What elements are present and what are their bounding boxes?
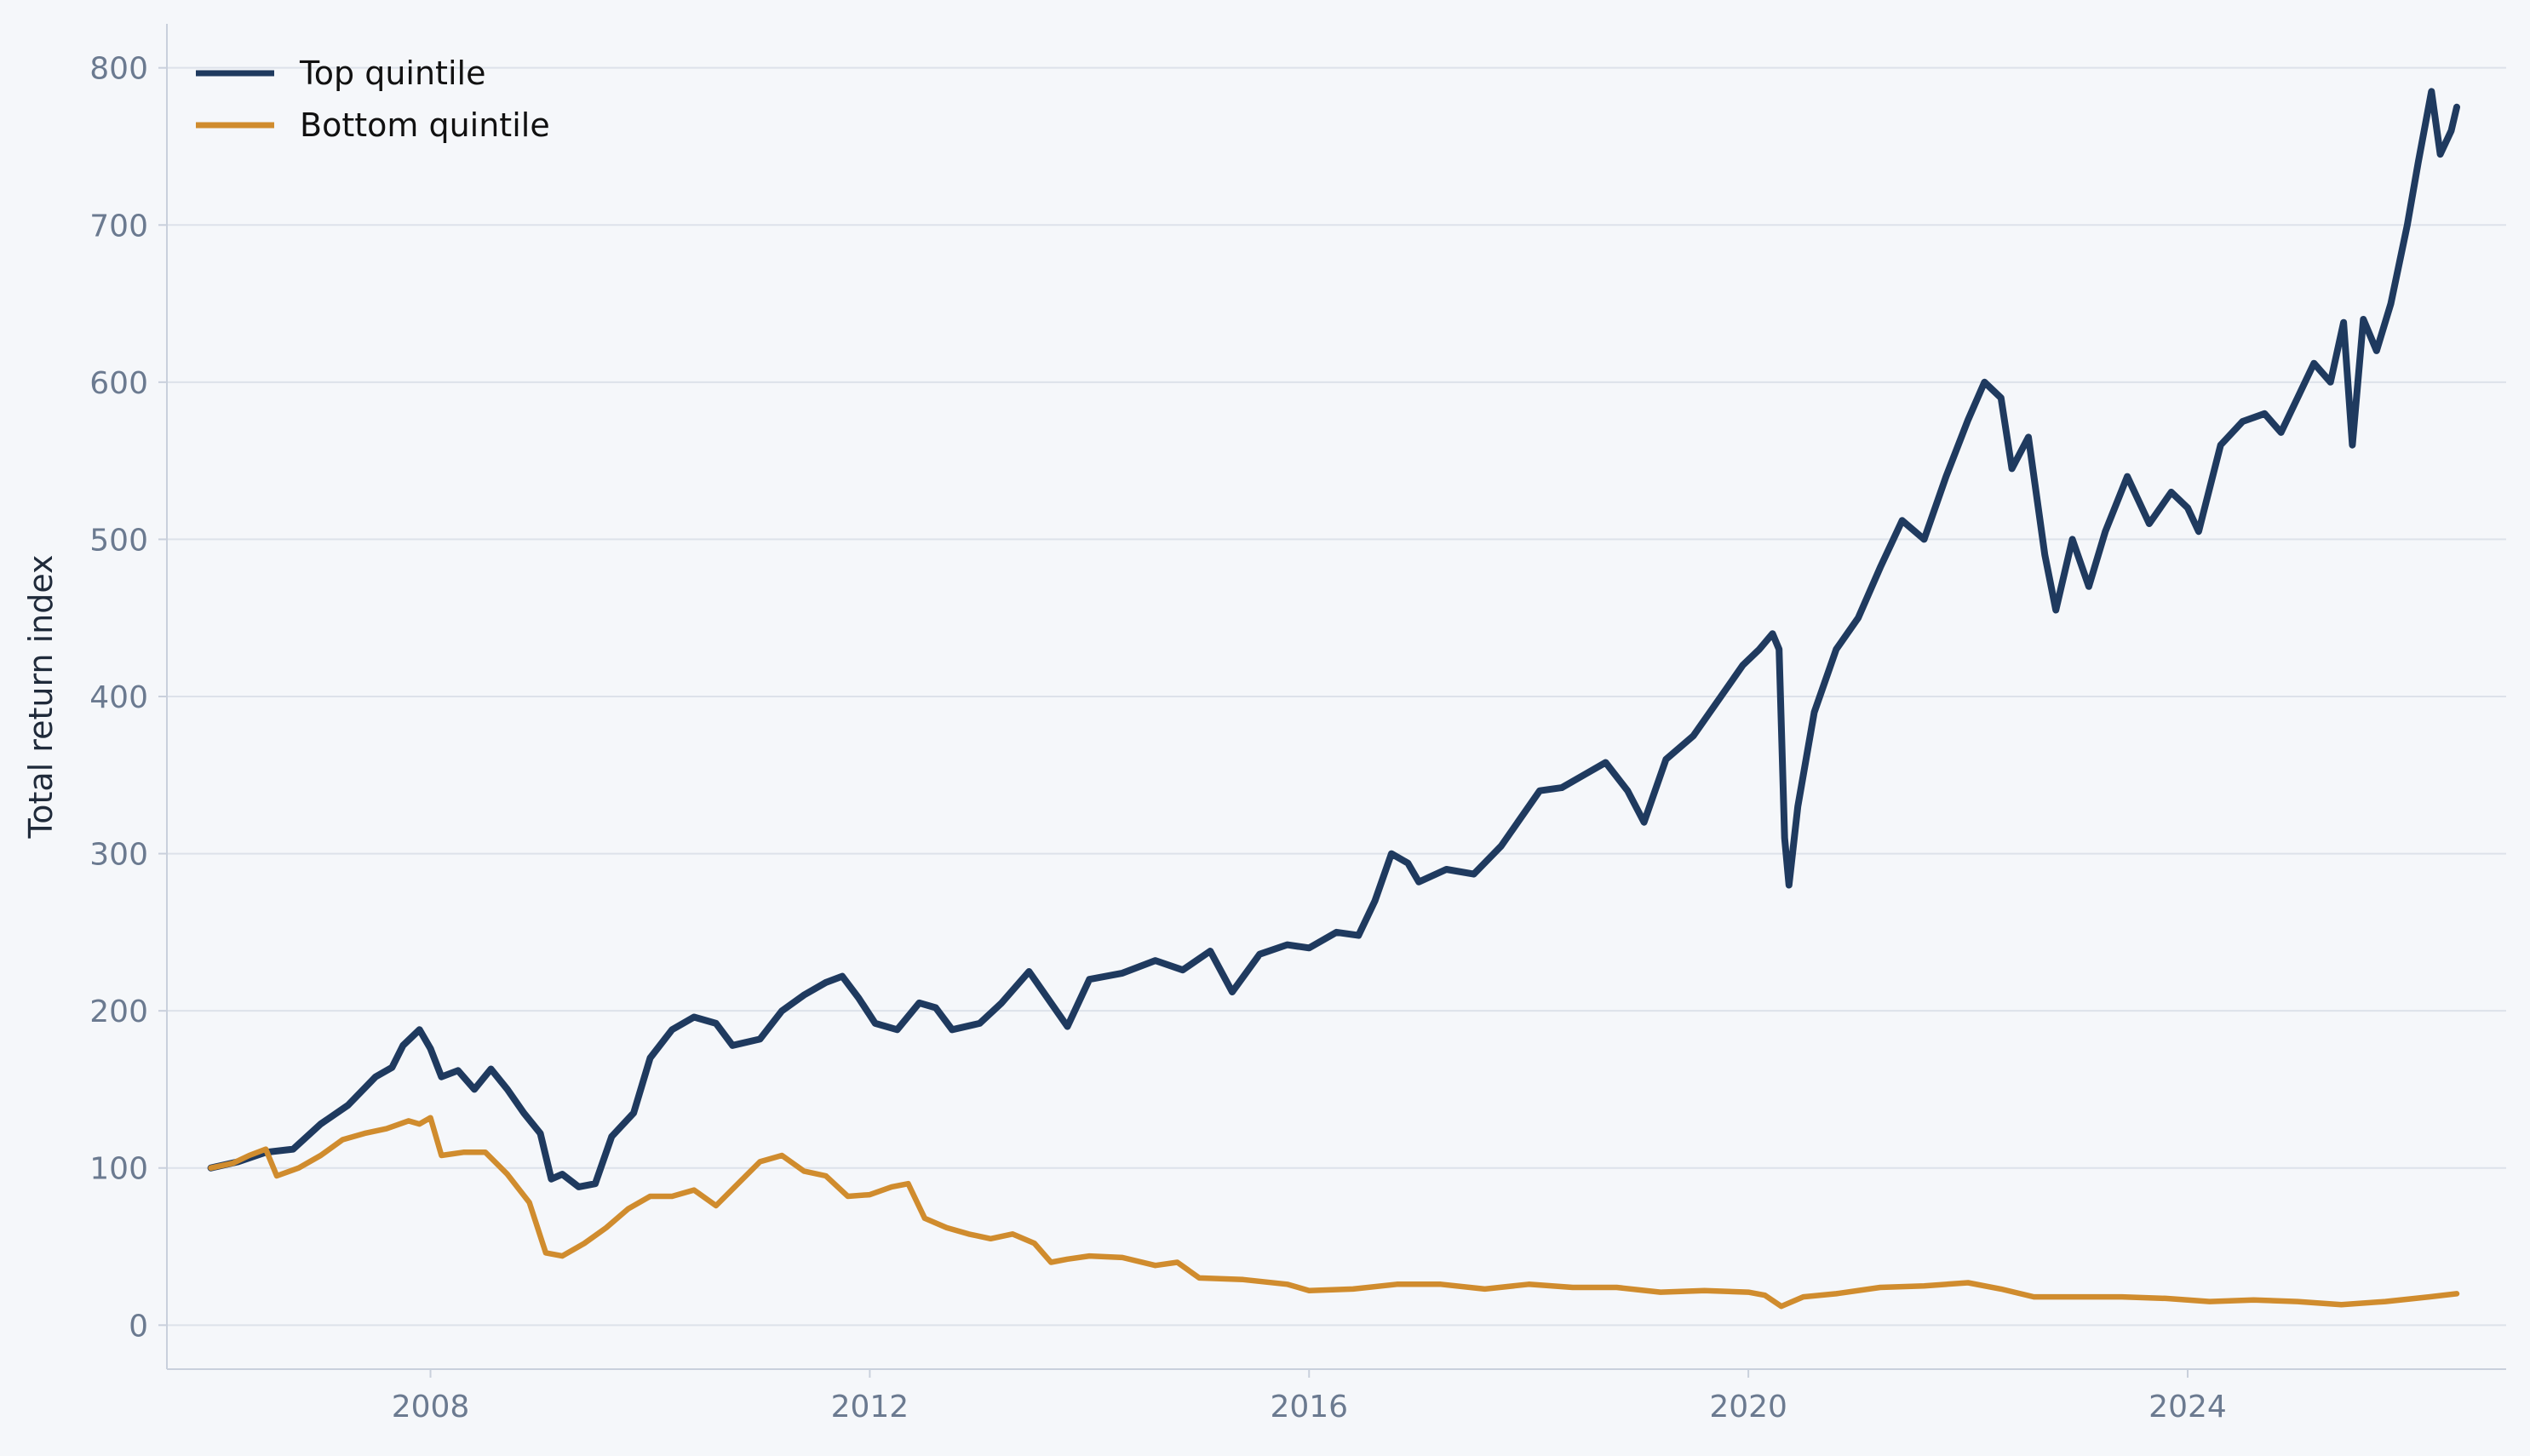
- tick-labels: 0 100 200 300 400 500 600 700 800 2008 2012 2016 202…: [89, 52, 2227, 1424]
- gridlines: [167, 66, 2506, 1327]
- x-tick-label: 2012: [831, 1390, 909, 1424]
- x-tick-label: 2008: [392, 1390, 470, 1424]
- y-tick-label: 700: [89, 209, 148, 244]
- series-line-bottom-quintile: [208, 1115, 2460, 1310]
- y-tick-label: 300: [89, 838, 148, 873]
- y-tick-label: 500: [89, 523, 148, 558]
- x-tick-label: 2016: [1270, 1390, 1348, 1424]
- legend-label-bottom-quintile: Bottom quintile: [300, 106, 550, 144]
- y-tick-label: 400: [89, 680, 148, 715]
- y-tick-label: 100: [89, 1152, 148, 1187]
- legend: Top quintile Bottom quintile: [196, 54, 550, 144]
- x-tick-label: 2024: [2148, 1390, 2227, 1424]
- series-line-top-quintile: [207, 88, 2460, 1190]
- series: [207, 88, 2460, 1310]
- y-tick-label: 600: [89, 366, 148, 401]
- x-tick-label: 2020: [1709, 1390, 1787, 1424]
- y-axis-title: Total return index: [22, 554, 60, 839]
- y-tick-label: 800: [89, 52, 148, 87]
- legend-label-top-quintile: Top quintile: [299, 54, 485, 92]
- y-tick-label: 200: [89, 995, 148, 1029]
- y-tick-label: 0: [129, 1309, 148, 1344]
